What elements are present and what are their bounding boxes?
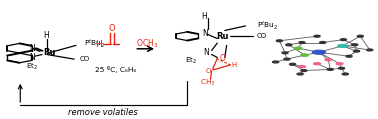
Circle shape [314,63,321,65]
Text: H: H [232,62,237,68]
Circle shape [342,73,348,75]
Circle shape [346,55,352,57]
Circle shape [338,45,347,47]
Circle shape [339,67,344,69]
Circle shape [341,39,346,41]
Circle shape [290,63,296,65]
Circle shape [352,44,358,46]
Circle shape [301,54,308,56]
Text: H: H [95,40,102,49]
Text: Et$_2$: Et$_2$ [185,56,197,66]
Text: Et$_2$: Et$_2$ [26,62,38,72]
Text: H: H [43,31,49,40]
Text: remove volatiles: remove volatiles [68,108,137,117]
Text: N: N [203,48,209,57]
Text: CO: CO [257,33,267,39]
Text: N: N [202,29,208,38]
Circle shape [282,52,288,54]
Circle shape [294,47,302,49]
Text: Ru: Ru [217,32,229,41]
Circle shape [299,66,305,68]
Circle shape [320,42,326,43]
Text: CH$_3$: CH$_3$ [200,77,215,88]
Circle shape [367,49,373,51]
Text: O: O [205,68,211,74]
Circle shape [353,50,359,52]
Text: H: H [201,12,207,21]
Circle shape [286,44,292,46]
Circle shape [325,59,332,61]
Circle shape [284,58,290,60]
Text: P$^t$Bu$_2$: P$^t$Bu$_2$ [257,20,278,32]
Circle shape [327,69,333,70]
Text: O: O [108,24,115,33]
Circle shape [273,61,279,63]
Circle shape [336,63,343,65]
Circle shape [313,50,325,54]
Text: N: N [29,53,35,62]
Circle shape [299,42,305,43]
Text: CO: CO [80,56,90,62]
Text: Ru: Ru [43,48,56,57]
Text: P$^t$Bu$_2$: P$^t$Bu$_2$ [84,38,105,50]
Text: OCH$_3$: OCH$_3$ [136,38,158,50]
Text: N: N [29,44,35,53]
Text: 25 ºC, C₆H₆: 25 ºC, C₆H₆ [95,66,136,73]
Circle shape [314,35,320,37]
Circle shape [301,70,307,72]
Circle shape [357,35,363,37]
Text: O: O [220,54,226,63]
Circle shape [297,73,303,75]
Circle shape [276,40,282,42]
